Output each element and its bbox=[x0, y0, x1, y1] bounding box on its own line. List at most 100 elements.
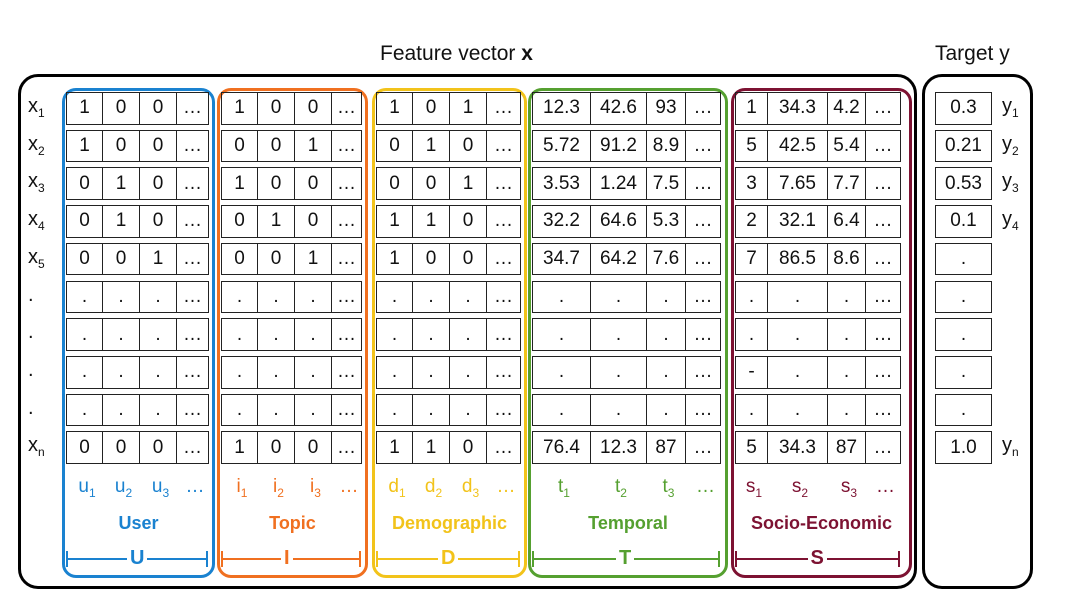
socio-cell: … bbox=[865, 129, 901, 163]
socio-cell: … bbox=[865, 393, 901, 427]
socio-cell: 1 bbox=[735, 92, 768, 125]
demographic-cell: . bbox=[412, 355, 450, 389]
socio-cell: … bbox=[865, 205, 901, 238]
demographic-column-label: d3 bbox=[453, 476, 488, 500]
label-base: y bbox=[1002, 434, 1012, 457]
user-cell: … bbox=[176, 92, 209, 125]
socio-cell: . bbox=[827, 318, 866, 351]
label-subscript: 1 bbox=[240, 486, 248, 500]
temporal-cell: 87 bbox=[646, 431, 686, 464]
label-subscript: 2 bbox=[38, 143, 45, 158]
label-base: s bbox=[791, 476, 802, 497]
row-label-7: . bbox=[28, 359, 34, 382]
label-subscript: 2 bbox=[801, 486, 809, 500]
user-cell: 0 bbox=[139, 92, 177, 125]
temporal-cell: . bbox=[646, 318, 686, 351]
demographic-cell: 0 bbox=[412, 242, 450, 276]
target-value-cell: . bbox=[935, 393, 992, 427]
topic-cell: . bbox=[221, 393, 258, 427]
socio-cell: … bbox=[865, 280, 901, 314]
socio-cell: 6.4 bbox=[827, 205, 866, 238]
topic-cell: 0 bbox=[257, 167, 295, 201]
label-base: d bbox=[424, 476, 436, 497]
socio-cell: 2 bbox=[735, 205, 768, 238]
label-subscript: 2 bbox=[125, 486, 133, 500]
demographic-cell: . bbox=[376, 318, 413, 351]
label-subscript: 2 bbox=[435, 486, 443, 500]
group-box-demographic bbox=[372, 88, 527, 578]
demographic-cell: . bbox=[412, 318, 450, 351]
temporal-column-label: t1 bbox=[536, 476, 592, 500]
temporal-cell: … bbox=[685, 393, 721, 427]
user-cell: … bbox=[176, 205, 209, 238]
row-label-0: x1 bbox=[28, 95, 45, 120]
label-base: t bbox=[662, 476, 668, 497]
demographic-cell: 1 bbox=[412, 205, 450, 238]
socio-cell: 34.3 bbox=[767, 431, 828, 464]
temporal-cell: … bbox=[685, 280, 721, 314]
user-cell: . bbox=[102, 393, 140, 427]
socio-cell: … bbox=[865, 431, 901, 464]
label-base: i bbox=[310, 476, 315, 497]
temporal-cell: 12.3 bbox=[590, 431, 647, 464]
temporal-cell: . bbox=[532, 355, 591, 389]
temporal-cell: 7.5 bbox=[646, 167, 686, 201]
target-label: y1 bbox=[1002, 95, 1019, 120]
demographic-cell: … bbox=[486, 318, 521, 351]
demographic-cell: 0 bbox=[412, 92, 450, 125]
demographic-cell: 1 bbox=[376, 205, 413, 238]
label-subscript: 4 bbox=[38, 219, 45, 234]
demographic-cell: 0 bbox=[376, 167, 413, 201]
label-base: u bbox=[114, 476, 126, 497]
user-cell: 0 bbox=[139, 129, 177, 163]
user-cell: . bbox=[102, 280, 140, 314]
row-label-6: . bbox=[28, 321, 34, 344]
bracket-tick bbox=[898, 551, 900, 567]
group-box-temporal bbox=[528, 88, 728, 578]
bracket-tick bbox=[718, 551, 720, 567]
user-cell: … bbox=[176, 242, 209, 276]
temporal-cell: 32.2 bbox=[532, 205, 591, 238]
topic-matrix-letter: I bbox=[281, 547, 293, 570]
user-cell: 0 bbox=[102, 129, 140, 163]
user-cell: 1 bbox=[102, 167, 140, 201]
label-base: … bbox=[496, 476, 516, 497]
socio-cell: … bbox=[865, 318, 901, 351]
target-value-cell: 1.0 bbox=[935, 431, 992, 464]
temporal-cell: … bbox=[685, 129, 721, 163]
socio-cell: 86.5 bbox=[767, 242, 828, 276]
label-base: u bbox=[151, 476, 163, 497]
temporal-cell: 1.24 bbox=[590, 167, 647, 201]
socio-column-label: … bbox=[869, 476, 902, 498]
user-cell: 0 bbox=[139, 431, 177, 464]
label-base: x bbox=[28, 208, 38, 231]
socio-bracket: S bbox=[735, 547, 900, 570]
socio-cell: … bbox=[865, 242, 901, 276]
socio-cell: 4.2 bbox=[827, 92, 866, 125]
socio-cell: … bbox=[865, 167, 901, 201]
bracket-tick bbox=[221, 551, 223, 567]
label-base: x bbox=[28, 95, 38, 117]
target-label: y4 bbox=[1002, 208, 1019, 233]
label-base: y bbox=[1002, 95, 1012, 117]
demographic-cell: … bbox=[486, 393, 521, 427]
label-subscript: 3 bbox=[850, 486, 858, 500]
socio-cell: 3 bbox=[735, 167, 768, 201]
demographic-cell: 1 bbox=[412, 431, 450, 464]
topic-cell: … bbox=[331, 167, 362, 201]
demographic-column-label: … bbox=[490, 476, 522, 498]
label-base: x bbox=[28, 434, 38, 457]
feature-vector-title: Feature vector x bbox=[380, 42, 533, 66]
socio-cell: . bbox=[735, 318, 768, 351]
label-subscript: 1 bbox=[755, 486, 763, 500]
user-cell: . bbox=[139, 393, 177, 427]
topic-cell: . bbox=[221, 280, 258, 314]
demographic-cell: 0 bbox=[449, 431, 487, 464]
target-frame bbox=[922, 74, 1033, 589]
target-value-cell: 0.1 bbox=[935, 205, 992, 238]
topic-cell: . bbox=[257, 355, 295, 389]
temporal-cell: 5.72 bbox=[532, 129, 591, 163]
target-value-cell: . bbox=[935, 318, 992, 351]
topic-cell: 0 bbox=[257, 129, 295, 163]
socio-cell: 7.7 bbox=[827, 167, 866, 201]
